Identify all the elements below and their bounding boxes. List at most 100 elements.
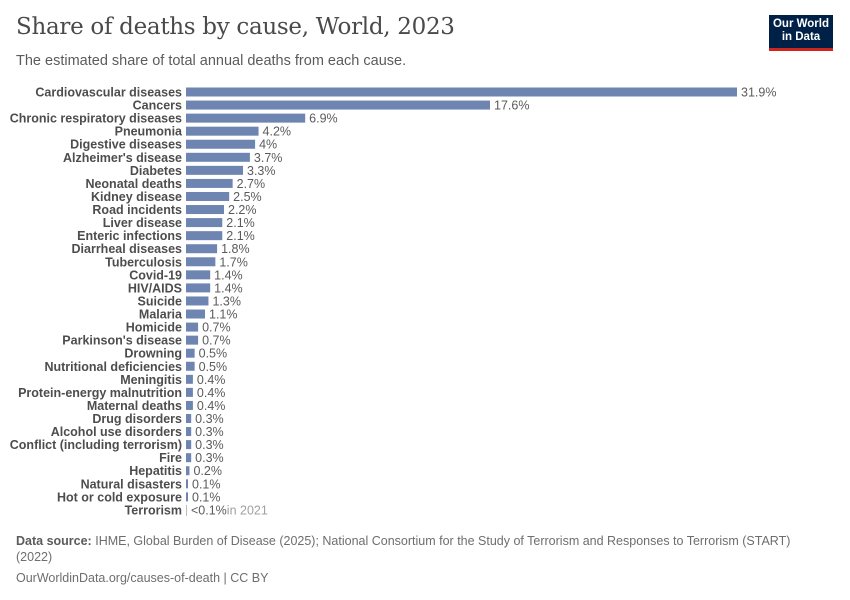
category-label: Hot or cold exposure [57,490,182,504]
bar[interactable] [186,348,195,358]
category-label: Conflict (including terrorism) [10,438,182,452]
category-label: Diabetes [130,164,182,178]
bar[interactable] [186,231,223,241]
value-label: 3.7% [254,151,283,165]
value-label: 17.6% [494,99,529,113]
bar[interactable] [186,270,211,280]
logo-line1: Our World [772,18,829,30]
value-label: 4.2% [263,125,292,139]
owid-logo[interactable]: Our World in Data [769,15,833,51]
category-label: Diarrheal diseases [72,242,183,256]
bar[interactable] [186,178,233,188]
bar[interactable] [186,427,192,437]
bar[interactable] [186,283,211,293]
bar[interactable] [186,335,199,345]
bar[interactable] [186,87,737,97]
data-source: Data source: IHME, Global Burden of Dise… [16,533,816,565]
value-label: 0.5% [199,360,228,374]
category-label: Neonatal deaths [85,177,182,191]
value-label: 0.3% [195,412,224,426]
bar[interactable] [186,361,195,371]
bar[interactable] [186,191,230,201]
value-label: 0.2% [193,464,222,478]
category-label: Meningitis [120,373,182,387]
bar[interactable] [186,113,306,123]
category-label: Alcohol use disorders [51,425,182,439]
category-label: Parkinson's disease [62,334,182,348]
category-label: Chronic respiratory diseases [10,112,182,126]
bar[interactable] [186,100,490,110]
category-label: Drug disorders [92,412,182,426]
value-label: 1.1% [209,308,238,322]
bar[interactable] [186,466,190,476]
category-label: Fire [159,451,182,465]
value-label: 2.2% [228,203,257,217]
chart-subtitle: The estimated share of total annual deat… [16,53,407,69]
source-label: Data source: [16,534,92,548]
category-label: Kidney disease [91,190,182,204]
category-label: HIV/AIDS [128,281,182,295]
bar[interactable] [186,479,188,489]
bar[interactable] [186,244,218,254]
bar[interactable] [186,387,193,397]
value-label: 0.4% [197,373,226,387]
category-label: Road incidents [92,203,182,217]
bar[interactable] [186,205,224,215]
value-label: 0.5% [199,347,228,361]
bar[interactable] [186,309,205,319]
category-label: Tuberculosis [105,255,182,269]
category-label: Terrorism [125,503,182,517]
category-label: Suicide [138,294,183,308]
value-label: 0.3% [195,425,224,439]
category-label: Hepatitis [129,464,182,478]
bar[interactable] [186,400,193,410]
category-label: Drowning [124,347,182,361]
category-label: Natural disasters [81,477,182,491]
bar[interactable] [186,453,192,463]
value-label: 1.4% [214,268,243,282]
bar[interactable] [186,165,243,175]
year-note: in 2021 [227,503,268,517]
value-label: 1.4% [214,281,243,295]
bar[interactable] [186,440,192,450]
chart-title: Share of deaths by cause, World, 2023 [16,14,455,40]
bar[interactable] [186,492,188,502]
value-label: 1.3% [212,294,241,308]
logo-line2: in Data [781,31,821,43]
value-label: 4% [259,138,277,152]
value-label: 3.3% [247,164,276,178]
value-label: 1.8% [221,242,250,256]
category-label: Digestive diseases [70,138,182,152]
category-label: Cardiovascular diseases [35,86,182,100]
category-label: Maternal deaths [87,399,182,413]
bar[interactable] [186,296,209,306]
value-label: 6.9% [309,112,338,126]
value-label: 0.3% [195,451,224,465]
bar[interactable] [186,322,199,332]
value-label: <0.1% [191,503,227,517]
value-label: 0.1% [192,490,221,504]
value-label: 0.7% [202,321,231,335]
value-label: 0.4% [197,399,226,413]
value-label: 0.7% [202,334,231,348]
category-label: Homicide [126,321,182,335]
category-label: Covid-19 [129,268,182,282]
bar[interactable] [186,152,250,162]
category-label: Nutritional deficiencies [44,360,182,374]
category-label: Liver disease [103,216,182,230]
value-label: 2.1% [226,229,255,243]
bar[interactable] [186,374,193,384]
category-label: Alzheimer's disease [63,151,182,165]
value-label: 2.7% [237,177,265,191]
bar[interactable] [186,414,192,423]
value-label: 2.1% [226,216,255,230]
bar[interactable] [186,218,223,228]
footer-url[interactable]: OurWorldinData.org/causes-of-death | CC … [16,571,269,585]
bar[interactable] [186,139,256,149]
bar[interactable] [186,257,216,267]
bar[interactable] [186,126,259,136]
source-text: IHME, Global Burden of Disease (2025); N… [16,534,791,564]
category-label: Protein-energy malnutrition [18,386,182,400]
